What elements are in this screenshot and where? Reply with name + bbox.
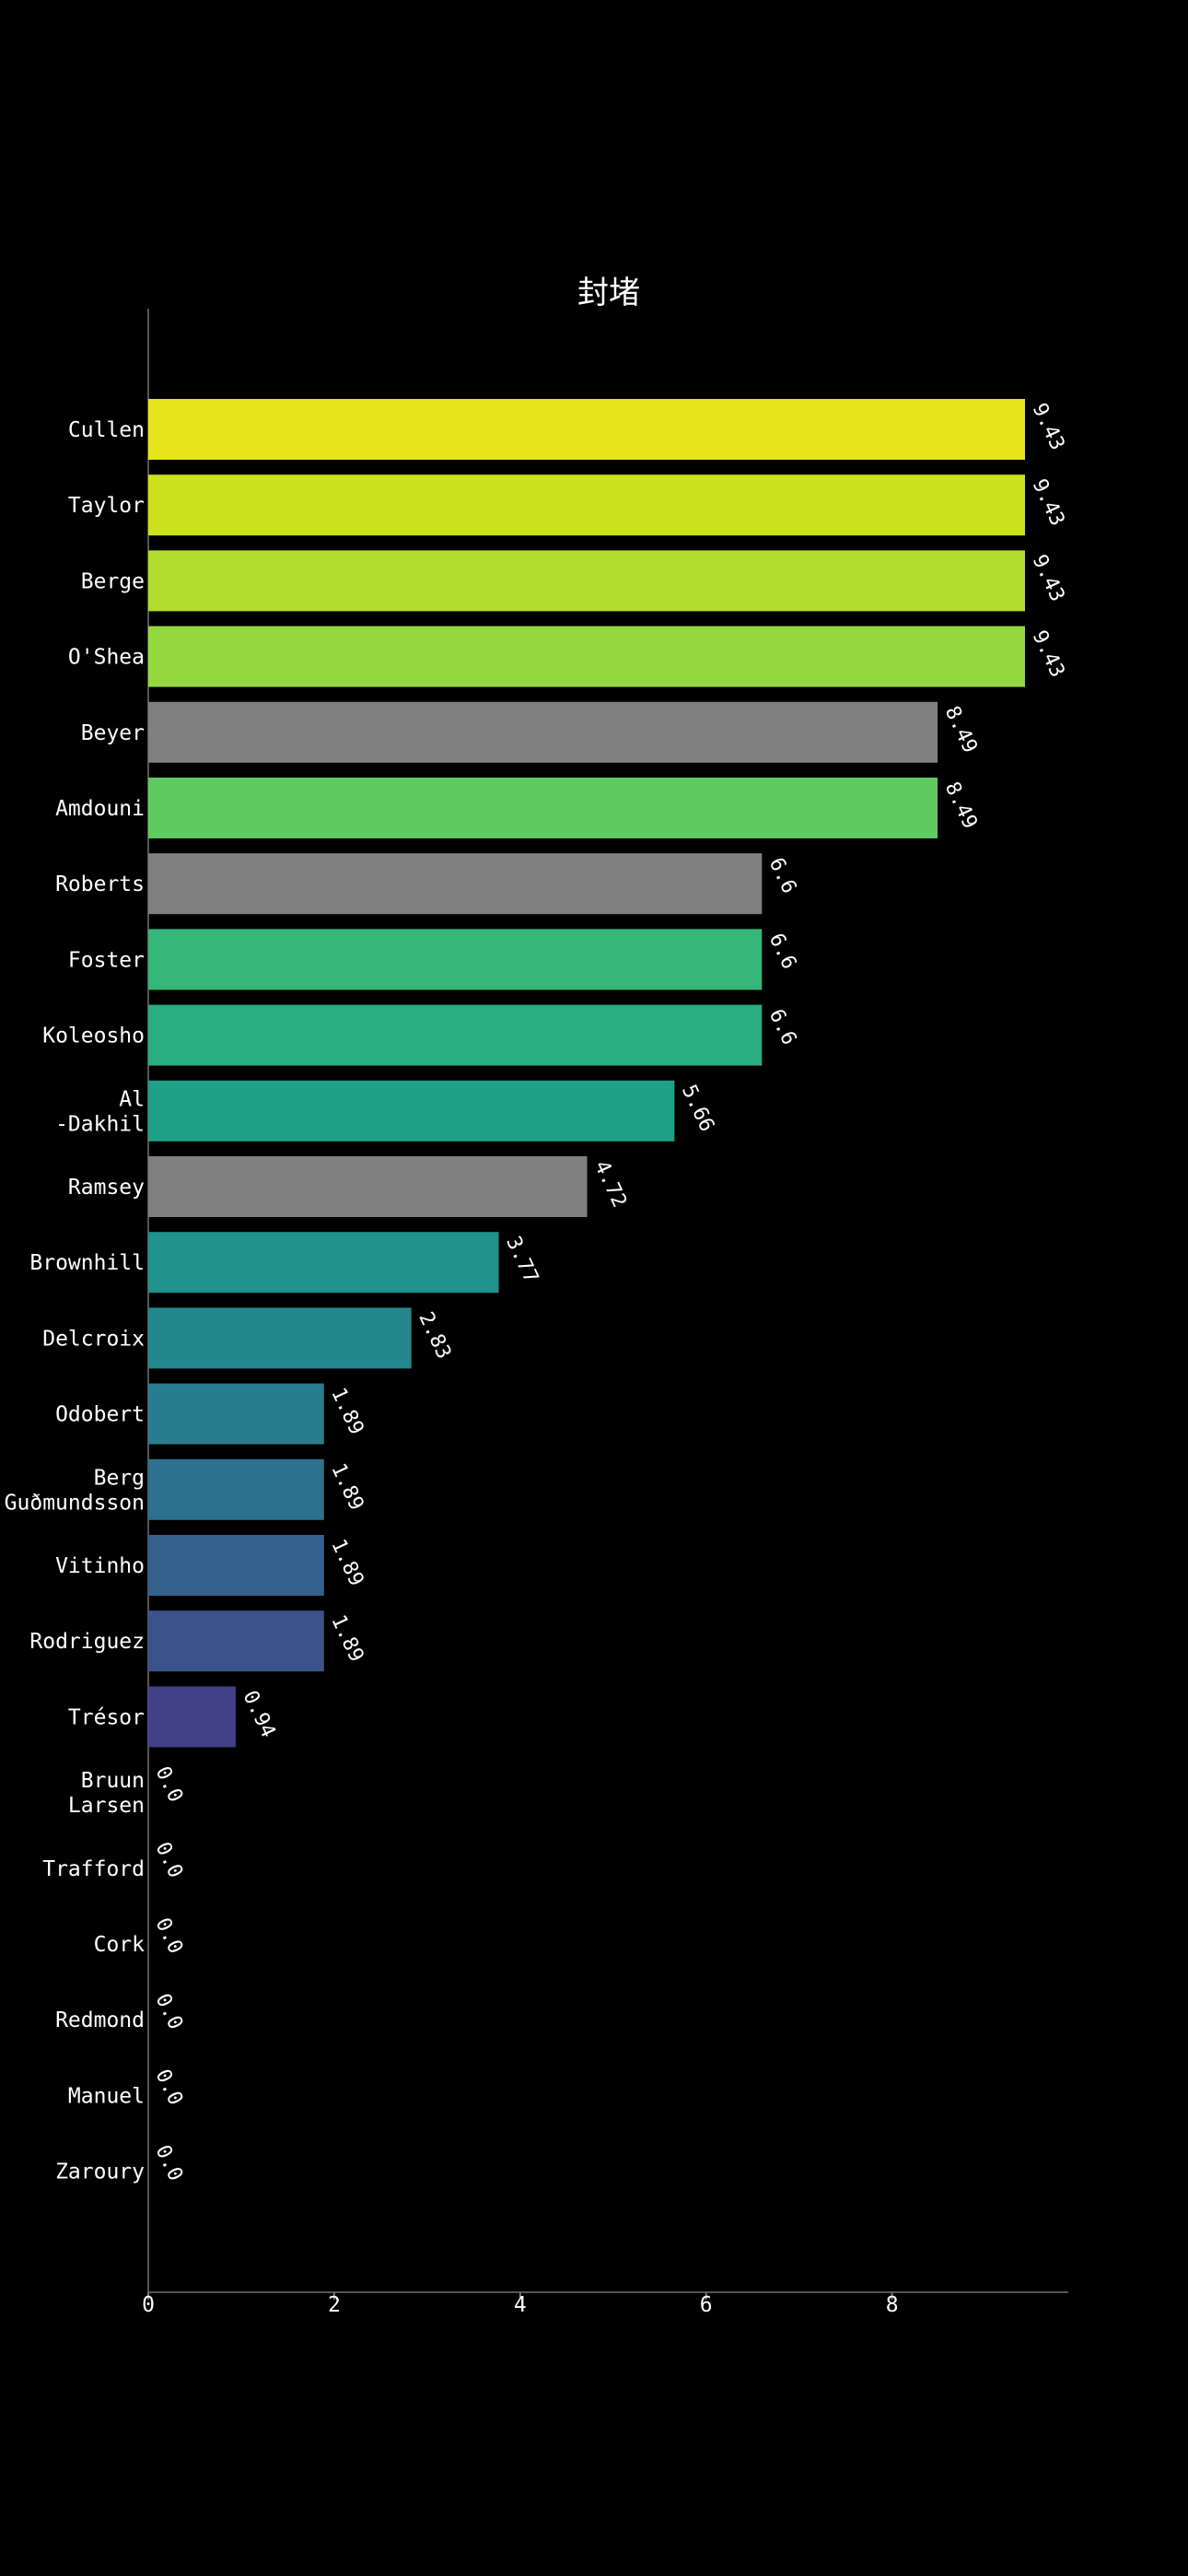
category-label: Zaroury xyxy=(55,2160,145,2184)
x-tick-label: 0 xyxy=(142,2293,155,2317)
bar xyxy=(148,701,938,763)
x-tick-label: 2 xyxy=(328,2293,341,2317)
category-label: Brownhill xyxy=(29,1251,145,1275)
value-label: 4.72 xyxy=(589,1157,631,1212)
value-label: 5.66 xyxy=(677,1082,718,1136)
value-label: 0.0 xyxy=(151,1914,187,1958)
category-label: Trésor xyxy=(68,1705,145,1729)
category-label: Roberts xyxy=(55,872,145,896)
category-label: Berge xyxy=(81,569,145,593)
bar xyxy=(148,853,763,915)
value-label: 1.89 xyxy=(326,1460,367,1515)
value-label: 6.6 xyxy=(764,1006,800,1049)
bar xyxy=(148,550,1025,612)
bar xyxy=(148,1156,588,1217)
value-label: 0.0 xyxy=(151,2142,187,2185)
value-label: 0.0 xyxy=(151,1763,187,1807)
value-label: 6.6 xyxy=(764,854,800,897)
x-tick-label: 4 xyxy=(514,2293,527,2317)
category-label: Bruun Larsen xyxy=(68,1769,145,1818)
value-label: 2.83 xyxy=(413,1308,455,1363)
value-label: 6.6 xyxy=(764,930,800,973)
value-label: 3.77 xyxy=(501,1233,542,1287)
value-label: 1.89 xyxy=(326,1536,367,1590)
category-label: Cork xyxy=(94,1933,146,1957)
bar xyxy=(148,1458,324,1520)
bar xyxy=(148,1307,412,1369)
bar xyxy=(148,1686,236,1748)
bar xyxy=(148,1383,324,1445)
value-label: 9.43 xyxy=(1028,551,1069,605)
category-label: Berg Guðmundsson xyxy=(5,1466,145,1515)
category-label: Odobert xyxy=(55,1403,145,1427)
value-label: 1.89 xyxy=(326,1611,367,1666)
x-ticks-layer: 0 2 4 6 8 xyxy=(142,2292,899,2317)
category-label: Manuel xyxy=(68,2084,145,2108)
category-label: Al -Dakhil xyxy=(55,1087,145,1136)
value-label: 1.89 xyxy=(326,1385,367,1439)
category-label: Foster xyxy=(68,948,145,972)
bars-layer xyxy=(148,399,1025,1748)
category-labels-layer: Cullen Taylor Berge O'Shea Beyer Amdouni Rober… xyxy=(5,418,145,2184)
category-label: Delcroix xyxy=(42,1327,145,1351)
bar xyxy=(148,1232,499,1294)
x-tick-label: 8 xyxy=(886,2293,899,2317)
bar xyxy=(148,1610,324,1672)
value-label: 0.0 xyxy=(151,1990,187,2033)
bar xyxy=(148,626,1025,687)
value-label: 8.49 xyxy=(940,703,982,757)
bar xyxy=(148,1080,675,1142)
value-label: 0.0 xyxy=(151,2066,187,2109)
value-label: 0.0 xyxy=(151,1839,187,1882)
category-label: Cullen xyxy=(68,418,145,442)
category-label: Beyer xyxy=(81,721,145,745)
category-label: Ramsey xyxy=(68,1176,145,1200)
category-label: Koleosho xyxy=(42,1025,145,1048)
category-label: Redmond xyxy=(55,2008,145,2032)
bar xyxy=(148,399,1025,460)
bar xyxy=(148,1535,324,1596)
value-label: 8.49 xyxy=(940,779,982,833)
value-label: 9.43 xyxy=(1028,627,1069,682)
bar xyxy=(148,929,763,990)
value-label: 0.94 xyxy=(238,1687,279,1741)
category-label: Taylor xyxy=(68,494,145,518)
category-label: Trafford xyxy=(42,1857,145,1881)
category-label: Amdouni xyxy=(55,797,145,821)
bar xyxy=(148,474,1025,536)
value-label: 9.43 xyxy=(1028,400,1069,454)
chart-title: 封堵 xyxy=(577,275,640,311)
value-label: 9.43 xyxy=(1028,475,1069,530)
category-label: Rodriguez xyxy=(29,1630,145,1654)
x-tick-label: 6 xyxy=(700,2293,713,2317)
bar xyxy=(148,1004,763,1066)
category-label: O'Shea xyxy=(68,646,145,670)
bar xyxy=(148,778,938,838)
category-label: Vitinho xyxy=(55,1554,145,1578)
